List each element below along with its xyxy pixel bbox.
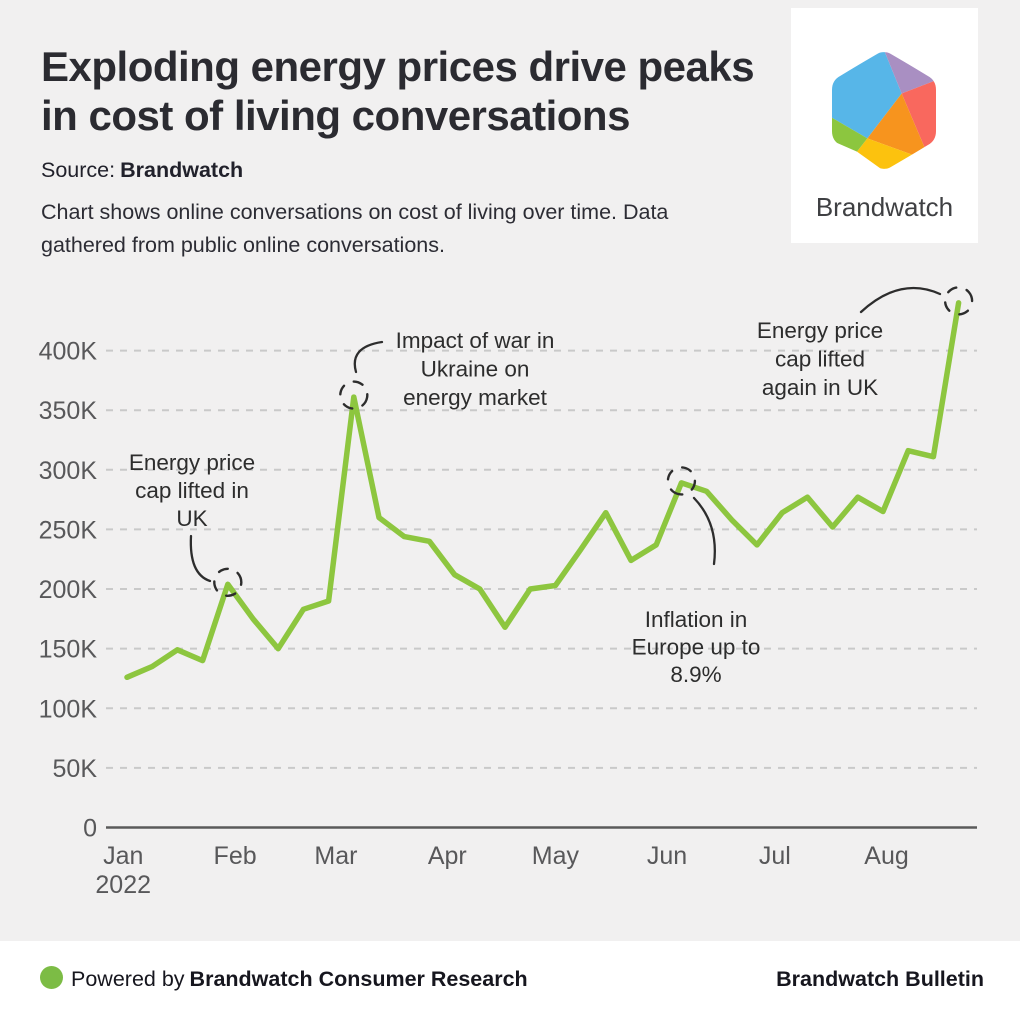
description-line-1: Chart shows online conversations on cost… — [41, 200, 669, 224]
title-line-1: Exploding energy prices drive peaks — [41, 43, 755, 90]
svg-text:200K: 200K — [39, 576, 98, 604]
svg-text:150K: 150K — [39, 636, 98, 664]
brandwatch-wordmark: Brandwatch — [815, 192, 954, 222]
hex-segment-orange — [867, 93, 925, 155]
svg-text:Jun: Jun — [647, 842, 687, 870]
svg-text:250K: 250K — [39, 516, 98, 544]
hex-segment-blue — [832, 52, 902, 139]
hex-segment-red — [901, 80, 936, 148]
footer-bar: Powered by Brandwatch Consumer Research B… — [0, 941, 1020, 1020]
powered-prefix: Powered by — [71, 967, 185, 991]
powered-by-text: Powered by Brandwatch Consumer Research — [71, 967, 528, 992]
svg-text:50K: 50K — [53, 755, 98, 783]
svg-text:400K: 400K — [39, 338, 98, 366]
hex-segment-green — [832, 117, 868, 152]
svg-text:Jul: Jul — [759, 842, 791, 870]
svg-text:300K: 300K — [39, 457, 98, 485]
brandwatch-dot-icon — [40, 966, 63, 989]
source-label: Source: — [41, 158, 116, 182]
svg-text:350K: 350K — [39, 397, 98, 425]
svg-text:Jan: Jan — [103, 842, 143, 870]
brandwatch-logo-card: Brandwatch — [791, 8, 978, 243]
hex-segment-purple — [884, 52, 936, 94]
description-line-2: gathered from public online conversation… — [41, 233, 445, 257]
source-value: Brandwatch — [120, 158, 244, 182]
svg-text:May: May — [532, 842, 580, 870]
svg-text:2022: 2022 — [95, 871, 151, 899]
svg-text:100K: 100K — [39, 695, 98, 723]
chart-description: Chart shows online conversations on cost… — [41, 196, 668, 262]
source-line: Source: Brandwatch — [41, 158, 243, 183]
svg-text:Feb: Feb — [214, 842, 257, 870]
powered-brand: Brandwatch Consumer Research — [189, 967, 528, 991]
svg-text:Apr: Apr — [428, 842, 467, 870]
svg-text:Aug: Aug — [864, 842, 908, 870]
brandwatch-hexagon-icon — [832, 52, 936, 169]
title-line-2: in cost of living conversations — [41, 92, 630, 139]
bulletin-text: Brandwatch Bulletin — [776, 967, 984, 991]
svg-text:0: 0 — [83, 815, 97, 843]
page-title: Exploding energy prices drive peaks in c… — [41, 42, 755, 140]
svg-text:Mar: Mar — [314, 842, 357, 870]
hex-segment-yellow — [856, 138, 913, 169]
